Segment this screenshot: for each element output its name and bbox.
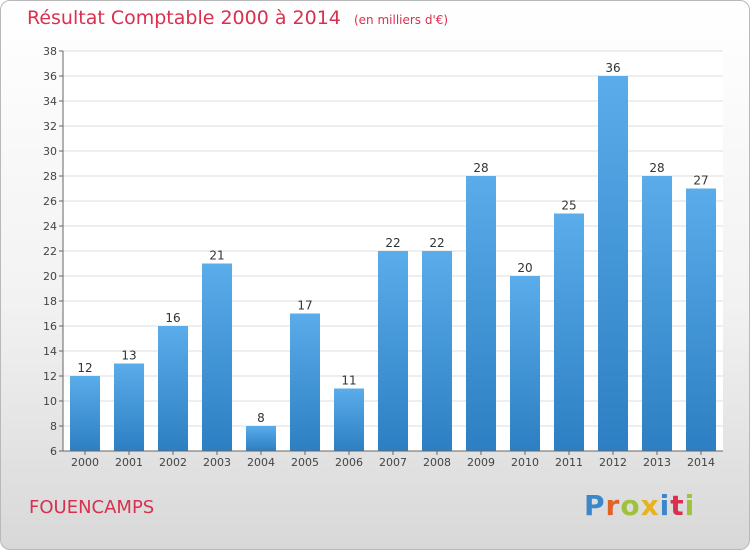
y-tick-label: 12 xyxy=(43,370,57,383)
bar xyxy=(246,426,276,451)
bar xyxy=(334,388,364,451)
data-label: 36 xyxy=(605,61,620,75)
axes-layer: 6 8 10 12 14 16 18 20 22 24 26 28 30 32 34 36 38 2000 2001… xyxy=(43,45,723,469)
bar xyxy=(686,188,716,451)
bar xyxy=(554,213,584,451)
logo-letter: i xyxy=(684,489,696,522)
data-label: 22 xyxy=(429,236,444,250)
y-tick-label: 14 xyxy=(43,345,57,358)
y-tick-label: 22 xyxy=(43,245,57,258)
logo-letter: t xyxy=(670,489,685,522)
x-tick-label: 2006 xyxy=(335,456,363,469)
data-label: 22 xyxy=(385,236,400,250)
data-label: 13 xyxy=(121,349,136,363)
data-label: 25 xyxy=(561,199,576,213)
y-tick-label: 8 xyxy=(50,420,57,433)
x-tick-label: 2012 xyxy=(599,456,627,469)
proxiti-logo: Proxiti xyxy=(584,489,695,522)
data-label: 12 xyxy=(77,361,92,375)
x-tick-label: 2005 xyxy=(291,456,319,469)
data-label: 11 xyxy=(341,374,356,388)
bar xyxy=(642,176,672,451)
y-tick-label: 18 xyxy=(43,295,57,308)
data-label: 21 xyxy=(209,249,224,263)
logo-letter: i xyxy=(659,489,671,522)
logo-letter: P xyxy=(584,489,606,522)
x-tick-label: 2010 xyxy=(511,456,539,469)
x-tick-label: 2009 xyxy=(467,456,495,469)
bar xyxy=(70,376,100,451)
x-tick-label: 2014 xyxy=(687,456,715,469)
x-tick-label: 2007 xyxy=(379,456,407,469)
bar xyxy=(290,313,320,451)
logo-letter: r xyxy=(605,489,621,522)
y-tick-label: 16 xyxy=(43,320,57,333)
x-tick-label: 2008 xyxy=(423,456,451,469)
bar xyxy=(598,76,628,451)
x-tick-label: 2003 xyxy=(203,456,231,469)
bar xyxy=(510,276,540,451)
data-label: 28 xyxy=(649,161,664,175)
chart-subtitle: (en milliers d'€) xyxy=(353,13,449,27)
x-tick-label: 2002 xyxy=(159,456,187,469)
data-label: 8 xyxy=(257,411,265,425)
y-tick-label: 38 xyxy=(43,45,57,58)
bar xyxy=(466,176,496,451)
y-tick-label: 26 xyxy=(43,195,57,208)
bars-layer: 12 13 16 21 8 17 11 22 22 28 20 25 36 28 27 xyxy=(70,61,716,451)
y-tick-label: 32 xyxy=(43,120,57,133)
data-label: 17 xyxy=(297,299,312,313)
y-tick-label: 20 xyxy=(43,270,57,283)
logo-letter: x xyxy=(640,489,660,522)
place-name: FOUENCAMPS xyxy=(29,497,155,518)
x-tick-label: 2001 xyxy=(115,456,143,469)
y-tick-label: 10 xyxy=(43,395,57,408)
bar xyxy=(378,251,408,451)
bar xyxy=(114,363,144,451)
title-row: Résultat Comptable 2000 à 2014 (en milli… xyxy=(27,7,448,29)
x-tick-label: 2011 xyxy=(555,456,583,469)
y-tick-label: 36 xyxy=(43,70,57,83)
chart-title: Résultat Comptable 2000 à 2014 xyxy=(27,7,341,29)
data-label: 20 xyxy=(517,261,532,275)
data-label: 28 xyxy=(473,161,488,175)
data-label: 27 xyxy=(693,174,708,188)
x-tick-label: 2000 xyxy=(71,456,99,469)
y-tick-label: 6 xyxy=(50,445,57,458)
bar xyxy=(202,263,232,451)
bar xyxy=(158,326,188,451)
bar xyxy=(422,251,452,451)
y-tick-label: 28 xyxy=(43,170,57,183)
y-tick-label: 34 xyxy=(43,95,57,108)
y-tick-label: 30 xyxy=(43,145,57,158)
logo-letter: o xyxy=(620,489,641,522)
x-tick-label: 2013 xyxy=(643,456,671,469)
x-tick-label: 2004 xyxy=(247,456,275,469)
y-tick-label: 24 xyxy=(43,220,57,233)
data-label: 16 xyxy=(165,311,180,325)
